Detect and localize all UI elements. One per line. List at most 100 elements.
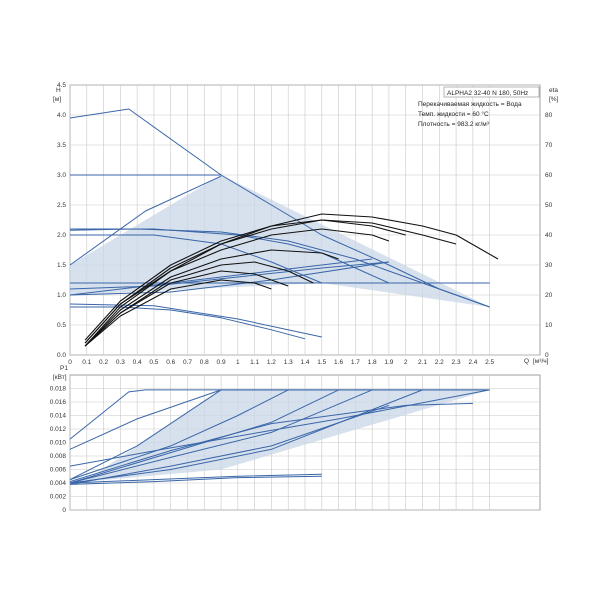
eta-y-tick-label: 20 bbox=[545, 292, 553, 299]
head-y-tick-label: 1.5 bbox=[57, 262, 66, 269]
eta-y-ticks: 0 10 20 30 40 50 60 70 80 bbox=[545, 112, 553, 359]
head-x-tick-label: 1.3 bbox=[284, 359, 293, 366]
power-curve bbox=[69, 389, 373, 484]
efficiency-curve bbox=[84, 213, 499, 347]
power-y-tick-label: 0.002 bbox=[50, 494, 67, 501]
head-x-tick-label: 0.6 bbox=[166, 359, 175, 366]
head-x-tick-label: 1.9 bbox=[384, 359, 393, 366]
power-axis-unit: [кВт] bbox=[53, 374, 67, 381]
head-shaded-region bbox=[70, 175, 490, 307]
head-x-tick-label: 0.8 bbox=[200, 359, 209, 366]
power-y-ticks: 0 0.002 0.004 0.006 0.008 0.010 0.012 0.014 0.01… bbox=[50, 386, 67, 515]
power-curve bbox=[69, 389, 289, 481]
power-y-tick-label: 0.010 bbox=[50, 440, 67, 447]
power-curve bbox=[69, 404, 390, 485]
chart-title-box bbox=[443, 86, 540, 98]
eta-y-tick-label: 80 bbox=[545, 112, 553, 119]
head-x-tick-label: 1.1 bbox=[250, 359, 259, 366]
head-x-tick-label: 1.2 bbox=[267, 359, 276, 366]
head-y-tick-label: 4.0 bbox=[57, 112, 66, 119]
efficiency-curve bbox=[84, 249, 339, 347]
power-y-tick-label: 0.018 bbox=[50, 386, 67, 393]
head-curve bbox=[69, 261, 389, 290]
head-x-tick-label: 0.9 bbox=[217, 359, 226, 366]
head-curve bbox=[69, 303, 322, 338]
head-x-tick-label: 2.3 bbox=[452, 359, 461, 366]
head-y-tick-label: 1.0 bbox=[57, 292, 66, 299]
efficiency-curve bbox=[84, 219, 406, 341]
power-y-tick-label: 0.008 bbox=[50, 453, 67, 460]
head-x-tick-label: 1.8 bbox=[368, 359, 377, 366]
head-x-tick-label: 0.3 bbox=[116, 359, 125, 366]
power-y-tick-label: 0.016 bbox=[50, 399, 67, 406]
efficiency-curve bbox=[84, 279, 272, 347]
power-curve bbox=[69, 389, 423, 484]
head-x-tick-label: 1.6 bbox=[334, 359, 343, 366]
head-y-tick-label: 3.5 bbox=[57, 142, 66, 149]
head-x-tick-label: 0.7 bbox=[183, 359, 192, 366]
head-x-tick-label: 1.4 bbox=[300, 359, 309, 366]
head-curve bbox=[69, 175, 222, 266]
chart-title: ALPHA2 32-40 N 180, 50Hz bbox=[447, 90, 528, 97]
power-y-tick-label: 0.006 bbox=[50, 467, 67, 474]
eta-y-tick-label: 70 bbox=[545, 142, 553, 149]
head-curve bbox=[70, 228, 390, 284]
head-curve bbox=[69, 261, 389, 296]
head-y-tick-label: 0.0 bbox=[57, 352, 66, 359]
power-curve bbox=[69, 389, 490, 467]
eta-y-tick-label: 0 bbox=[545, 352, 549, 359]
head-x-tick-label: 0.4 bbox=[133, 359, 142, 366]
note-temperature: Темп. жидкости = 60 °C bbox=[418, 110, 489, 118]
head-axis-label: H bbox=[56, 87, 61, 94]
eta-y-tick-label: 60 bbox=[545, 172, 553, 179]
head-axis-unit: [м] bbox=[53, 96, 61, 103]
head-x-tick-label: 0.5 bbox=[149, 359, 158, 366]
power-curve bbox=[69, 475, 322, 485]
power-curve bbox=[69, 389, 490, 450]
power-series-group bbox=[69, 389, 490, 485]
power-curve bbox=[69, 389, 222, 481]
power-y-tick-label: 0.012 bbox=[50, 426, 67, 433]
head-x-tick-label: 2.1 bbox=[418, 359, 427, 366]
efficiency-curve bbox=[84, 270, 289, 347]
eta-y-tick-label: 50 bbox=[545, 202, 553, 209]
eta-y-tick-label: 30 bbox=[545, 262, 553, 269]
power-y-tick-label: 0 bbox=[62, 507, 66, 514]
flow-axis-label: Q bbox=[524, 358, 529, 365]
eta-axis-label: eta bbox=[549, 87, 558, 94]
head-x-tick-label: 1.7 bbox=[351, 359, 360, 366]
head-x-tick-label: 0.1 bbox=[82, 359, 91, 366]
efficiency-curve bbox=[84, 228, 390, 344]
head-y-tick-label: 2.0 bbox=[57, 232, 66, 239]
efficiency-curve bbox=[84, 219, 457, 344]
head-x-tick-label: 2.4 bbox=[468, 359, 477, 366]
head-x-tick-label: 2.2 bbox=[435, 359, 444, 366]
power-y-tick-label: 0.004 bbox=[50, 480, 67, 487]
power-axis-label: P1 bbox=[60, 365, 68, 372]
head-x-tick-label: 1.5 bbox=[317, 359, 326, 366]
head-curve bbox=[69, 258, 373, 296]
power-curve bbox=[69, 402, 473, 483]
head-x-tick-label: 1 bbox=[236, 359, 240, 366]
head-x-tick-label: 2 bbox=[404, 359, 408, 366]
head-series-group bbox=[69, 108, 499, 347]
eta-y-tick-label: 40 bbox=[545, 232, 553, 239]
eta-y-tick-label: 10 bbox=[545, 322, 553, 329]
head-curve bbox=[69, 108, 490, 308]
head-x-tick-label: 2.5 bbox=[485, 359, 494, 366]
power-chart-panel: 0 0.002 0.004 0.006 0.008 0.010 0.012 0.014 0.01… bbox=[50, 365, 541, 515]
head-y-tick-label: 4.5 bbox=[57, 82, 66, 89]
head-x-tick-label: 0.2 bbox=[99, 359, 108, 366]
head-x-tick-label: 0 bbox=[68, 359, 72, 366]
head-x-ticks: 0 0.1 0.2 0.3 0.4 0.5 0.6 0.7 0.8 0.9 1 1.1 1.2 1.3 1.… bbox=[68, 359, 494, 366]
eta-axis-unit: [%] bbox=[549, 96, 559, 103]
note-fluid: Перекачиваемая жидкость = Вода bbox=[418, 101, 522, 108]
flow-axis-unit: [м³/ч] bbox=[533, 358, 549, 365]
head-curve bbox=[70, 306, 306, 340]
head-y-tick-label: 0.5 bbox=[57, 322, 66, 329]
head-operating-area bbox=[70, 175, 490, 307]
power-curve bbox=[69, 473, 322, 484]
head-chart-panel: 0 0.1 0.2 0.3 0.4 0.5 0.6 0.7 0.8 0.9 1 1.1 1.2 1.3 1.… bbox=[53, 82, 559, 366]
note-density: Плотность = 983.2 кг/м³ bbox=[418, 121, 490, 128]
